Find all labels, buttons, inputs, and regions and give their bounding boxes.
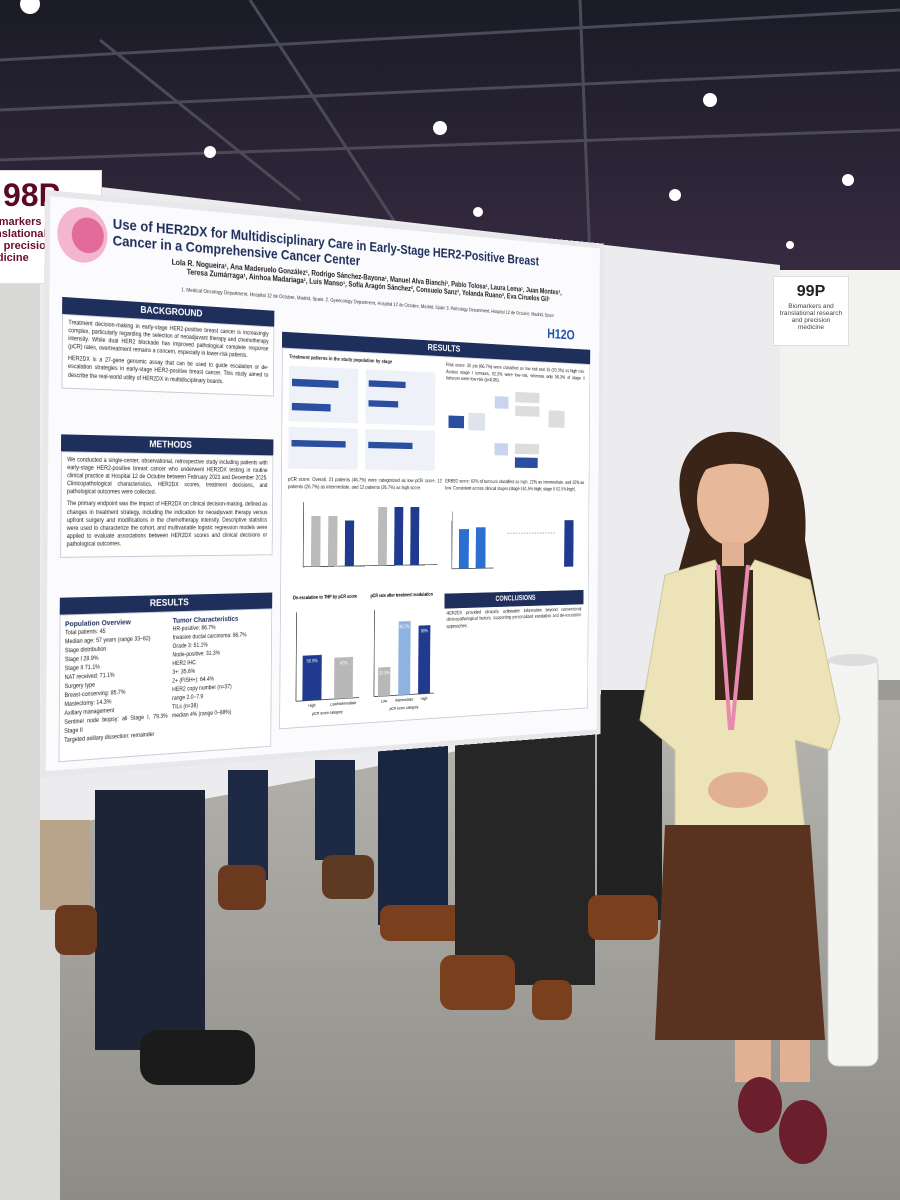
chart-title: pCR rate after treatment modulation: [370, 592, 433, 599]
sign-topic: Biomarkers and translational research an…: [779, 303, 843, 331]
paragraph: HER2DX is a 27-gene genomic assay that c…: [67, 356, 269, 385]
x-axis-label: pCR score category: [312, 709, 343, 716]
bar: [398, 621, 411, 696]
chart-slot: pCR rate after treatment modulation 33.3%…: [365, 588, 438, 719]
section-text: Treatment decision-making in early-stage…: [61, 313, 275, 397]
x-tick-label: High: [421, 696, 428, 701]
x-axis-label: pCR score category: [390, 704, 420, 711]
risk-text: Risk score: 30 pts (66.7%) were classifi…: [446, 362, 585, 384]
axis: [374, 610, 375, 697]
paragraph: The primary endpoint was the impact of H…: [66, 501, 268, 548]
treatment-diagram: [288, 365, 436, 471]
presenter: [639, 431, 841, 1164]
paragraph: We conducted a single-center, observatio…: [66, 457, 268, 497]
x-tick-label: High: [308, 703, 316, 708]
hospital-logo: H12O: [547, 326, 575, 343]
conclusions-text: HER2DX provided clinically actionable in…: [446, 606, 582, 630]
poster-ornament: [57, 204, 108, 265]
results-right: RESULTS Treatment patterns in the study …: [279, 331, 591, 730]
risk-diagram: [448, 391, 565, 469]
stage-bars: [287, 497, 441, 579]
results-left: RESULTS Population Overview Total patien…: [58, 592, 273, 763]
x-tick-label: Intermediate: [395, 697, 414, 703]
results-box: Population Overview Total patients: 45 Me…: [58, 608, 273, 763]
erbb2-charts: [445, 503, 574, 582]
results-box: Treatment patterns in the study populati…: [279, 347, 591, 730]
value-label: 47%: [340, 661, 348, 667]
truss: [0, 0, 900, 261]
x-tick-label: Low/Intermediate: [330, 700, 357, 706]
conclusions: CONCLUSIONS HER2DX provided clinically a…: [444, 589, 584, 634]
paragraph: Treatment decision-making in early-stage…: [68, 320, 269, 360]
bar-chart: De-escalation to THP by pCR score 50.9% Hi…: [293, 594, 362, 716]
pcr-text: pCR score: Overall, 21 patients (46.7%) …: [288, 476, 442, 491]
chart-title: De-escalation to THP by pCR score: [293, 594, 357, 601]
methods-section: METHODS We conducted a single-center, ob…: [60, 434, 274, 558]
sign-code: 99P: [796, 283, 826, 300]
bar-chart: pCR rate after treatment modulation 33.3%…: [370, 592, 438, 711]
section-text: We conducted a single-center, observatio…: [60, 451, 274, 558]
value-label: 80%: [421, 629, 429, 635]
poster: Use of HER2DX for Multidisciplinary Care…: [45, 196, 600, 772]
background-legs: [40, 690, 662, 1085]
tumor: Tumor Characteristics HR-positive: 66.7%…: [172, 613, 267, 721]
bar: [418, 625, 431, 695]
population: Population Overview Total patients: 45 Me…: [64, 616, 168, 746]
background-section: BACKGROUND Treatment decision-making in …: [61, 296, 275, 397]
value-label: 85.7%: [399, 624, 410, 630]
x-tick-label: Low: [381, 698, 388, 703]
axis: [296, 612, 297, 701]
paper-roll: [827, 654, 879, 1067]
erbb2-text: ERBB2 score: 62% of tumours classified a…: [445, 478, 585, 493]
value-label: 50.9%: [307, 659, 319, 665]
value-label: 33.3%: [379, 670, 390, 676]
right-sign: 99P Biomarkers and translational researc…: [773, 276, 849, 346]
ceiling-lights: [20, 0, 854, 261]
chart-slot: De-escalation to THP by pCR score 50.9% Hi…: [286, 590, 362, 725]
poster-frame: Use of HER2DX for Multidisciplinary Care…: [45, 196, 600, 772]
